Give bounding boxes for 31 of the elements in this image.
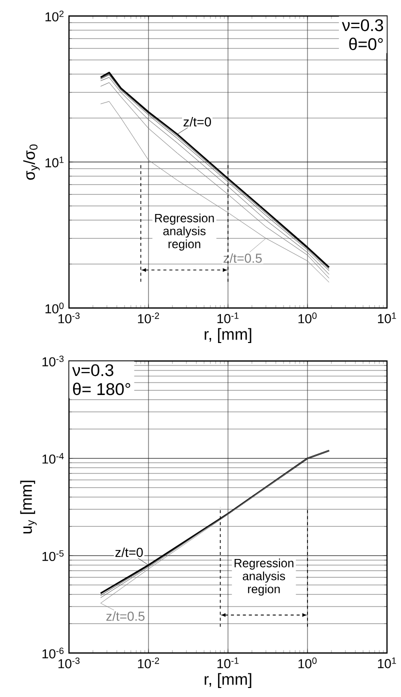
y-tick-label: 10$^{-5}$	[42, 550, 64, 562]
series-label: z/t=0	[115, 547, 143, 557]
y-tick-label: 10$^{-4}$	[42, 452, 64, 464]
annotation: θ= 180°	[72, 382, 130, 396]
x-tick-label: 10$^{1}$	[378, 658, 396, 668]
series-label: z/t=0	[183, 116, 211, 126]
legend-label: z/t=0.5	[106, 611, 144, 621]
y-tick-label: 10$^{-6}$	[42, 648, 64, 658]
annotation: Regression analysis region	[155, 214, 214, 251]
y-tick-label: 10$^{2}$	[45, 10, 64, 22]
x-tick-label: 10$^{-2}$	[138, 312, 159, 324]
y-axis-title: u$_{y}$ [mm]	[20, 480, 37, 534]
x-tick-label: 10$^{-1}$	[217, 658, 238, 668]
x-axis-title: r, [mm]	[204, 673, 252, 688]
y-axis-title: σ$_{y}$/σ$_{0}$	[23, 144, 40, 180]
x-axis-title: r, [mm]	[204, 328, 252, 344]
x-tick-label: 10$^{-3}$	[58, 658, 80, 668]
x-tick-label: 10$^{-2}$	[138, 658, 159, 668]
y-tick-label: 10$^{0}$	[45, 302, 64, 314]
x-tick-label: 10$^{0}$	[298, 658, 316, 668]
x-tick-label: 10$^{1}$	[378, 312, 396, 324]
annotation: Regression analysis region	[234, 558, 294, 596]
y-tick-label: 10$^{-3}$	[42, 356, 64, 366]
x-tick-label: 10$^{-3}$	[58, 312, 80, 324]
annotation: ν=0.3	[342, 19, 383, 32]
x-tick-label: 10$^{0}$	[298, 312, 316, 324]
annotation: ν=0.3	[72, 364, 114, 376]
legend-label: z/t=0.5	[223, 253, 262, 263]
y-tick-label: 10$^{1}$	[45, 156, 64, 168]
x-tick-label: 10$^{-1}$	[217, 312, 238, 324]
annotation: θ=0°	[349, 38, 383, 50]
